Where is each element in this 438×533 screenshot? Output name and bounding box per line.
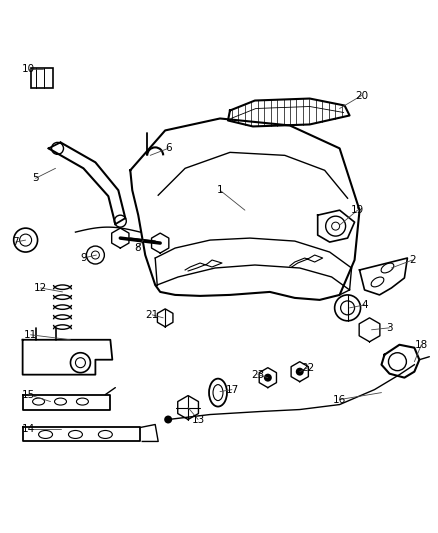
Text: 7: 7: [12, 237, 19, 247]
Text: 4: 4: [361, 300, 368, 310]
Text: 5: 5: [32, 173, 39, 183]
Text: 8: 8: [134, 243, 141, 253]
Text: 2: 2: [409, 255, 416, 265]
Text: 15: 15: [22, 390, 35, 400]
Text: 14: 14: [22, 424, 35, 434]
Text: 16: 16: [333, 394, 346, 405]
Circle shape: [164, 416, 172, 424]
Text: 22: 22: [301, 362, 314, 373]
Text: 10: 10: [22, 63, 35, 74]
Text: 3: 3: [386, 323, 393, 333]
Text: 23: 23: [251, 370, 265, 379]
Text: 19: 19: [351, 205, 364, 215]
Text: 21: 21: [145, 310, 159, 320]
Text: 17: 17: [225, 385, 239, 394]
Text: 20: 20: [355, 91, 368, 101]
Circle shape: [264, 374, 272, 382]
Text: 13: 13: [191, 415, 205, 424]
Text: 11: 11: [24, 330, 37, 340]
Text: 12: 12: [34, 283, 47, 293]
Text: 1: 1: [217, 185, 223, 195]
Circle shape: [296, 368, 304, 376]
Text: 18: 18: [415, 340, 428, 350]
Text: 6: 6: [165, 143, 171, 154]
Text: 9: 9: [80, 253, 87, 263]
